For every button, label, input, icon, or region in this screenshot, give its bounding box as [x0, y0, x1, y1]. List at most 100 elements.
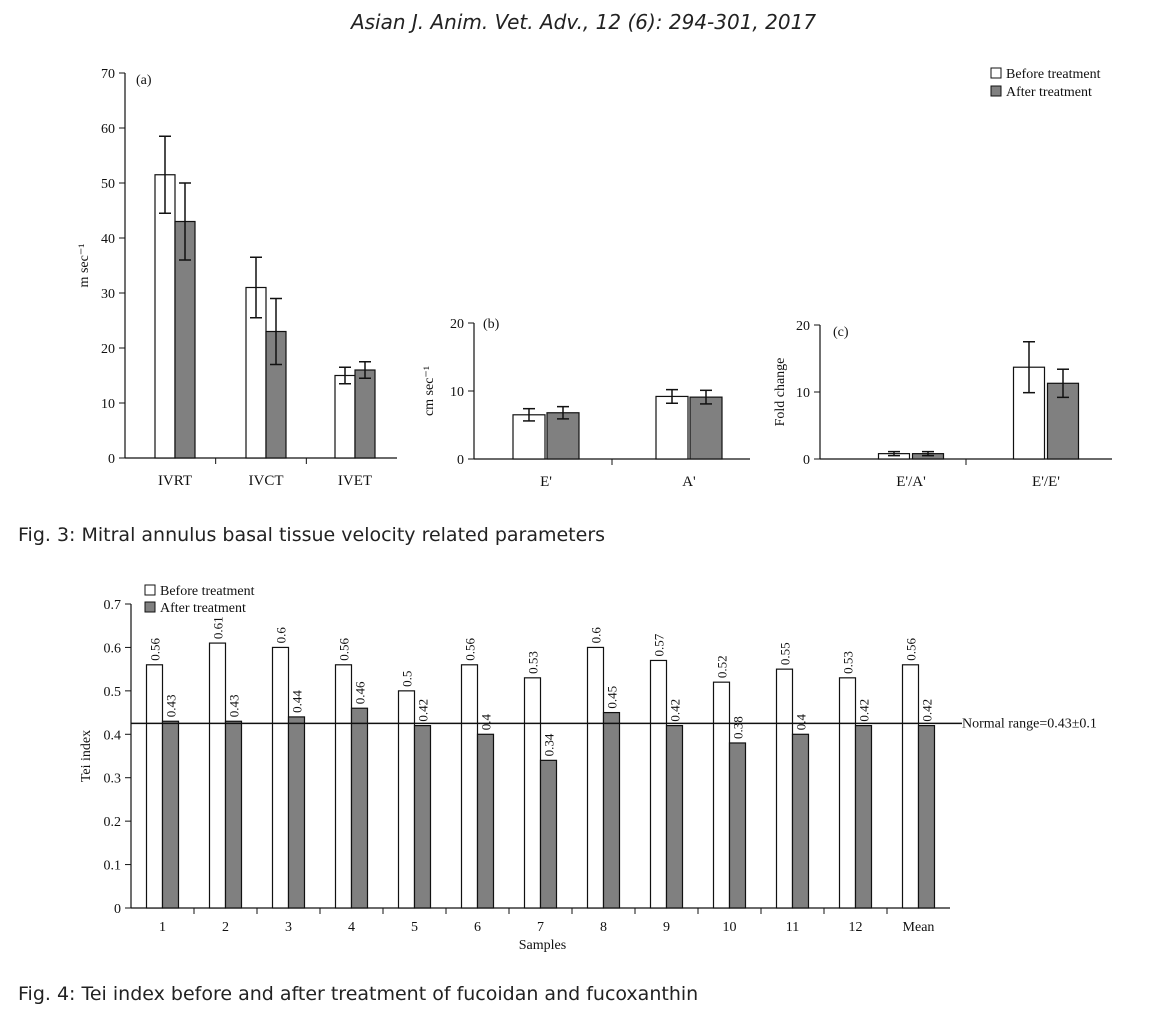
legend-swatch [144, 601, 156, 613]
legend-label: Before treatment [1006, 67, 1101, 82]
x-category-label: 9 [663, 920, 670, 935]
legend-label: After treatment [160, 601, 246, 616]
bar-before-treatment [655, 395, 689, 460]
data-label: 0.43 [164, 695, 179, 718]
y-tick-label: 30 [101, 287, 115, 302]
legend-label: After treatment [1006, 85, 1092, 100]
y-tick-label: 0.7 [104, 598, 122, 613]
bar-after-treatment [287, 716, 306, 909]
bar-after-treatment [350, 707, 369, 909]
y-tick-label: 60 [101, 122, 115, 137]
y-tick-label: 10 [796, 386, 810, 401]
panel-label: (b) [483, 317, 500, 332]
normal-range-label: Normal range=0.43±0.1 [962, 716, 1097, 731]
x-category-label: E'/E' [1032, 474, 1060, 490]
data-label: 0.34 [542, 733, 557, 756]
x-category-label: 1 [159, 920, 166, 935]
bar-after-treatment [917, 724, 936, 909]
bar-before-treatment [154, 174, 176, 459]
bar-before-treatment [334, 664, 353, 909]
bar-after-treatment [854, 724, 873, 909]
x-category-label: 5 [411, 920, 418, 935]
bar-after-treatment [602, 711, 621, 909]
bar-before-treatment [901, 664, 920, 909]
data-label: 0.43 [227, 695, 242, 718]
bar-after-treatment [728, 742, 747, 909]
bar-after-treatment [354, 369, 376, 459]
y-tick-label: 0.4 [104, 728, 122, 743]
bar-before-treatment [208, 642, 227, 909]
legend-swatch [990, 85, 1002, 97]
x-category-label: 3 [285, 920, 292, 935]
legend-swatch [144, 584, 156, 596]
bar-after-treatment [665, 724, 684, 909]
y-axis-label: Tei index [79, 730, 94, 782]
data-label: 0.5 [400, 671, 415, 687]
y-axis-label: m sec⁻¹ [77, 244, 92, 288]
bar-after-treatment [161, 720, 180, 909]
y-axis-label: Fold change [773, 358, 788, 427]
y-tick-label: 0.5 [104, 685, 122, 700]
fig4-caption: Fig. 4: Tei index before and after treat… [18, 983, 699, 1005]
x-category-label: 2 [222, 920, 229, 935]
data-label: 0.53 [526, 651, 541, 674]
bar-before-treatment [712, 681, 731, 909]
y-axis-label: cm sec⁻¹ [422, 366, 437, 416]
x-category-label: 11 [786, 920, 799, 935]
y-tick-label: 40 [101, 232, 115, 247]
y-tick-label: 0.1 [104, 859, 122, 874]
bar-before-treatment [523, 677, 542, 909]
y-tick-label: 0 [114, 902, 121, 917]
legend-label: Before treatment [160, 584, 255, 599]
bar-after-treatment [546, 412, 580, 460]
x-category-label: 8 [600, 920, 607, 935]
data-label: 0.44 [290, 690, 305, 713]
x-category-label: A' [682, 474, 696, 490]
data-label: 0.4 [794, 714, 809, 731]
y-tick-label: 0 [803, 453, 810, 468]
data-label: 0.52 [715, 655, 730, 678]
x-category-label: IVRT [158, 473, 192, 489]
data-label: 0.56 [463, 638, 478, 661]
bar-before-treatment [145, 664, 164, 909]
data-label: 0.4 [479, 714, 494, 731]
data-label: 0.53 [841, 651, 856, 674]
data-label: 0.6 [274, 627, 289, 644]
journal-header: Asian J. Anim. Vet. Adv., 12 (6): 294-30… [350, 10, 817, 34]
bar-before-treatment [460, 664, 479, 909]
y-tick-label: 0.6 [104, 641, 122, 656]
bar-after-treatment [476, 733, 495, 909]
data-label: 0.42 [668, 699, 683, 722]
x-axis-label: Samples [519, 938, 566, 953]
x-category-label: 4 [348, 920, 355, 935]
data-label: 0.56 [904, 638, 919, 661]
bar-after-treatment [689, 396, 723, 460]
bar-before-treatment [512, 414, 546, 460]
data-label: 0.42 [920, 699, 935, 722]
fig3-caption: Fig. 3: Mitral annulus basal tissue velo… [18, 524, 606, 546]
bar-before-treatment [271, 646, 290, 909]
bar-before-treatment [649, 659, 668, 909]
y-tick-label: 50 [101, 177, 115, 192]
x-category-label: 12 [849, 920, 863, 935]
bar-before-treatment [334, 374, 356, 459]
y-tick-label: 20 [450, 317, 464, 332]
panel-label: (a) [136, 73, 152, 88]
data-label: 0.56 [337, 638, 352, 661]
data-label: 0.45 [605, 686, 620, 709]
x-category-label: IVET [338, 473, 372, 489]
y-tick-label: 20 [101, 342, 115, 357]
y-tick-label: 0 [108, 452, 115, 467]
bar-after-treatment [791, 733, 810, 909]
data-label: 0.42 [416, 699, 431, 722]
bar-after-treatment [539, 759, 558, 909]
data-label: 0.56 [148, 638, 163, 661]
data-label: 0.38 [731, 716, 746, 739]
bar-after-treatment [224, 720, 243, 909]
y-tick-label: 0 [457, 453, 464, 468]
bar-before-treatment [838, 677, 857, 909]
bar-after-treatment [413, 724, 432, 909]
x-category-label: E'/A' [896, 474, 926, 490]
bar-before-treatment [775, 668, 794, 909]
data-label: 0.55 [778, 642, 793, 665]
